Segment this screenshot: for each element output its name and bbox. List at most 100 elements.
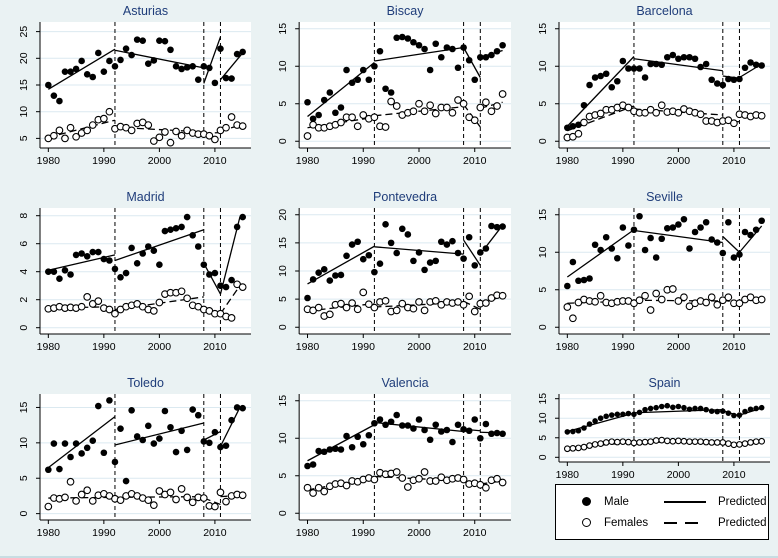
male-point xyxy=(730,76,738,84)
female-point xyxy=(482,299,490,307)
panel-barcelona: 0 5 10 15 1980 1990 2000 2010 Barcelona xyxy=(519,0,778,186)
male-point xyxy=(320,266,328,273)
male-point xyxy=(83,444,91,452)
y-tick-label: 20 xyxy=(18,52,30,64)
predicted-male-line xyxy=(114,229,205,262)
female-point xyxy=(348,299,356,307)
female-point xyxy=(320,487,329,496)
female-point xyxy=(476,103,485,112)
female-point xyxy=(586,442,593,449)
female-point xyxy=(596,109,605,118)
y-tick-label: 5 xyxy=(277,296,289,302)
y-tick-label: 8 xyxy=(18,213,30,219)
female-point xyxy=(431,477,440,485)
male-point xyxy=(608,412,615,418)
legend-female-label: Females xyxy=(604,516,649,529)
predicted-male-line xyxy=(566,56,635,127)
male-point xyxy=(194,411,202,419)
male-point xyxy=(449,438,456,446)
male-point xyxy=(117,274,124,281)
male-point xyxy=(658,235,666,243)
male-point xyxy=(493,223,501,231)
male-point xyxy=(106,57,113,65)
female-point xyxy=(61,493,69,502)
male-point xyxy=(741,64,749,72)
male-point xyxy=(708,236,715,243)
female-point xyxy=(188,498,197,507)
female-point xyxy=(459,300,468,309)
predicted-male-line xyxy=(47,48,116,90)
female-point xyxy=(415,474,423,483)
female-point xyxy=(443,103,451,112)
x-tick-label: 2000 xyxy=(148,341,172,353)
y-tick-label: 0 xyxy=(277,138,289,144)
male-point xyxy=(315,269,322,276)
male-point xyxy=(83,253,91,260)
male-point xyxy=(315,111,322,119)
female-point xyxy=(359,111,368,119)
female-point xyxy=(713,439,721,446)
female-point xyxy=(707,293,716,302)
male-point xyxy=(387,418,395,426)
male-point xyxy=(742,408,748,415)
female-point xyxy=(211,135,219,144)
male-point xyxy=(161,407,169,415)
legend-predicted-dash-label: Predicted xyxy=(718,516,767,529)
male-point xyxy=(476,434,484,442)
male-point xyxy=(393,34,401,42)
female-point xyxy=(602,439,610,446)
predicted-male-line xyxy=(633,229,723,244)
male-point xyxy=(178,65,185,73)
male-point xyxy=(493,47,501,55)
male-point xyxy=(139,436,147,444)
female-point xyxy=(353,305,362,314)
female-point xyxy=(111,309,119,318)
male-point xyxy=(586,81,593,89)
female-point xyxy=(364,300,373,309)
male-point xyxy=(365,431,373,439)
female-point xyxy=(757,111,766,120)
x-tick-label: 2010 xyxy=(203,155,227,167)
male-point xyxy=(398,33,406,41)
female-point xyxy=(730,119,738,128)
x-tick-label: 1990 xyxy=(92,341,116,353)
male-point xyxy=(172,448,180,456)
male-point xyxy=(591,241,599,249)
female-point xyxy=(105,305,114,314)
legend-predicted-solid-label: Predicted xyxy=(718,495,767,508)
male-point xyxy=(354,433,361,441)
male-point xyxy=(741,228,749,236)
male-point xyxy=(752,61,760,69)
male-point xyxy=(326,89,334,96)
male-point xyxy=(580,276,588,284)
female-point xyxy=(758,437,766,445)
predicted-male-line xyxy=(722,236,740,253)
y-tick-label: 10 xyxy=(537,412,549,424)
female-point xyxy=(381,296,390,305)
panel-seville: 0 5 10 15 1980 1990 2000 2010 Seville xyxy=(519,186,778,372)
male-point xyxy=(337,446,345,453)
male-point xyxy=(432,257,440,265)
y-tick-label: 15 xyxy=(277,395,289,407)
male-point xyxy=(211,428,219,436)
male-point xyxy=(61,68,69,75)
male-point xyxy=(404,35,412,42)
male-point xyxy=(437,53,445,61)
female-point xyxy=(613,438,621,446)
female-point xyxy=(83,126,92,135)
chart-biscay: 0 5 10 15 1980 1990 2000 2010 Biscay xyxy=(277,4,511,167)
legend-row-females: Females Predicted xyxy=(582,517,768,529)
male-point xyxy=(315,447,322,455)
male-point xyxy=(167,46,174,54)
male-point xyxy=(228,75,235,82)
male-point xyxy=(337,104,345,111)
male-point xyxy=(625,65,632,72)
female-point xyxy=(77,302,86,311)
male-point xyxy=(128,406,135,414)
male-point xyxy=(239,48,246,56)
female-point xyxy=(403,483,412,491)
male-point xyxy=(189,406,196,413)
male-point xyxy=(493,429,501,437)
male-point xyxy=(222,283,230,291)
male-point xyxy=(426,259,434,266)
